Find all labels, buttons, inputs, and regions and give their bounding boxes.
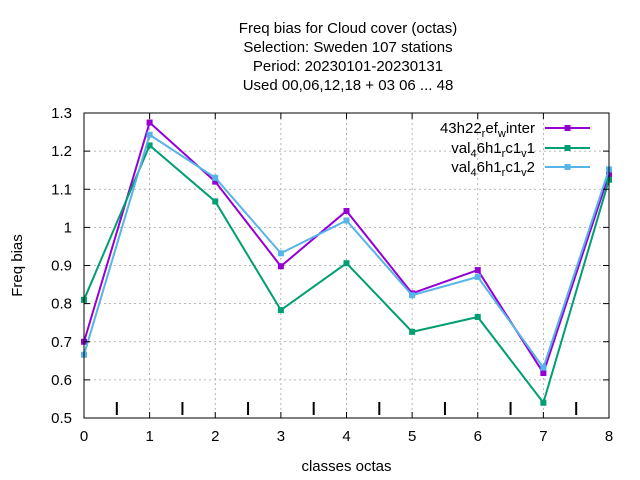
y-tick-label: 1.1: [51, 181, 72, 198]
x-tick-label: 7: [539, 428, 547, 445]
series-2-point: [277, 307, 284, 314]
legend-text-part: 6h1: [477, 159, 502, 176]
y-tick-labels: 0.5 0.6 0.7 0.8 0.9 1 1.1 1.2 1.3: [51, 105, 72, 427]
series-1-point: [212, 178, 219, 185]
series-1-point: [343, 207, 350, 214]
series-3-point: [212, 174, 219, 181]
series-3-point: [146, 131, 153, 138]
legend-text-part: 1: [527, 140, 535, 157]
legend-text-part: w: [497, 128, 506, 140]
y-tick-label: 1.2: [51, 143, 72, 160]
legend-text-part: r: [482, 128, 486, 140]
series-1-point: [146, 119, 153, 126]
series-1-point: [474, 267, 481, 274]
legend-text-part: 2: [527, 159, 535, 176]
series-3-point: [409, 292, 416, 299]
x-tick-label: 1: [145, 428, 153, 445]
series-2-point: [146, 142, 153, 149]
legend-text-part: r: [502, 167, 506, 179]
x-tick-labels: 0 1 2 3 4 5 6 7 8: [80, 428, 613, 445]
grid: [84, 113, 609, 418]
class-boundary-ticks: [115, 402, 578, 415]
x-tick-label: 8: [605, 428, 613, 445]
legend-text-part: val: [451, 159, 470, 176]
series-3-point: [474, 273, 481, 280]
legend-text-part: inter: [506, 120, 535, 137]
legend-text-part: v: [521, 167, 527, 179]
legend-text-part: v: [521, 148, 527, 160]
y-tick-label: 1: [64, 219, 72, 236]
y-tick-label: 0.7: [51, 334, 72, 351]
legend-text-part: 4: [470, 167, 476, 179]
title-line: Period: 20230101-20230131: [253, 58, 443, 75]
series-2-point: [343, 260, 350, 267]
legend-text-part: c1: [505, 159, 521, 176]
legend-text-part: r: [502, 148, 506, 160]
series-3-point: [540, 364, 547, 371]
series-2-point: [474, 313, 481, 320]
title-line: Used 00,06,12,18 + 03 06 ... 48: [243, 77, 454, 94]
x-tick-label: 5: [408, 428, 416, 445]
legend-text-part: 43h22: [440, 120, 482, 137]
legend-entry-1: 43h22refwinter: [440, 120, 535, 140]
chart-title: Freq bias for Cloud cover (octas) Selecti…: [239, 20, 457, 94]
title-line: Selection: Sweden 107 stations: [243, 39, 452, 56]
y-tick-label: 0.9: [51, 258, 72, 275]
series-2-point: [540, 399, 547, 406]
series-3-point: [343, 217, 350, 224]
y-tick-label: 1.3: [51, 105, 72, 122]
x-tick-label: 0: [80, 428, 88, 445]
legend-swatch-marker-1: [564, 125, 571, 131]
legend-text-part: 6h1: [477, 140, 502, 157]
x-tick-label: 6: [474, 428, 482, 445]
legend-swatch-marker-2: [564, 145, 571, 151]
series-3-point: [277, 250, 284, 257]
axis-ticks: [83, 112, 610, 419]
series-2-point: [409, 328, 416, 335]
y-tick-label: 0.8: [51, 296, 72, 313]
y-tick-label: 0.5: [51, 410, 72, 427]
x-axis-label: classes octas: [301, 458, 391, 475]
legend-entry-2: val46h1rc1v1: [451, 140, 535, 160]
legend-text-part: val: [451, 140, 470, 157]
y-axis-label: Freq bias: [9, 234, 26, 297]
legend-text-part: c1: [505, 140, 521, 157]
legend-text-part: ef: [485, 120, 498, 137]
legend-swatch-marker-3: [564, 164, 571, 170]
series-1-point: [540, 370, 547, 377]
legend-text-part: 4: [470, 148, 476, 160]
series-1-point: [277, 263, 284, 270]
x-tick-label: 2: [211, 428, 219, 445]
x-tick-label: 4: [342, 428, 350, 445]
legend-entry-3: val46h1rc1v2: [451, 159, 535, 179]
series-2-point: [212, 198, 219, 205]
title-line: Freq bias for Cloud cover (octas): [239, 20, 457, 37]
y-tick-label: 0.6: [51, 372, 72, 389]
series-lines: [81, 119, 612, 406]
x-tick-label: 3: [277, 428, 285, 445]
